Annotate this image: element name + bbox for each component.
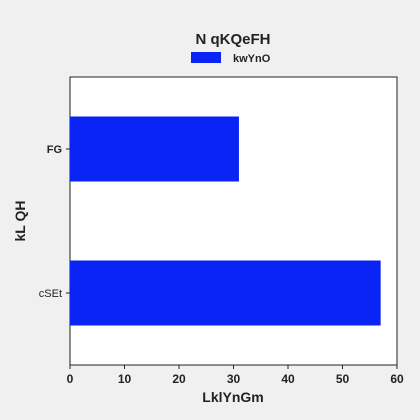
legend: kwYnO bbox=[191, 52, 271, 65]
chart-title: N qKQeFH bbox=[196, 31, 271, 48]
y-axis-label: kL QH bbox=[12, 201, 28, 242]
legend-swatch bbox=[191, 52, 221, 63]
x-tick-label: 30 bbox=[227, 372, 241, 386]
x-tick-label: 60 bbox=[390, 372, 404, 386]
x-tick-label: 0 bbox=[67, 372, 74, 386]
y-tick-label: FG bbox=[47, 144, 62, 156]
bar-cSEt bbox=[70, 260, 381, 326]
y-tick-label: cSEt bbox=[39, 288, 62, 300]
x-tick-label: 50 bbox=[336, 372, 350, 386]
bar-FG bbox=[70, 116, 239, 182]
legend-label: kwYnO bbox=[233, 53, 271, 65]
x-tick-label: 10 bbox=[118, 372, 132, 386]
x-tick-label: 40 bbox=[281, 372, 295, 386]
bars bbox=[70, 116, 381, 326]
y-axis-ticks: FG cSEt bbox=[39, 144, 70, 300]
x-axis-label: LklYnGm bbox=[202, 389, 263, 405]
x-axis-ticks: 0 10 20 30 40 50 60 bbox=[67, 365, 404, 386]
x-tick-label: 20 bbox=[172, 372, 186, 386]
